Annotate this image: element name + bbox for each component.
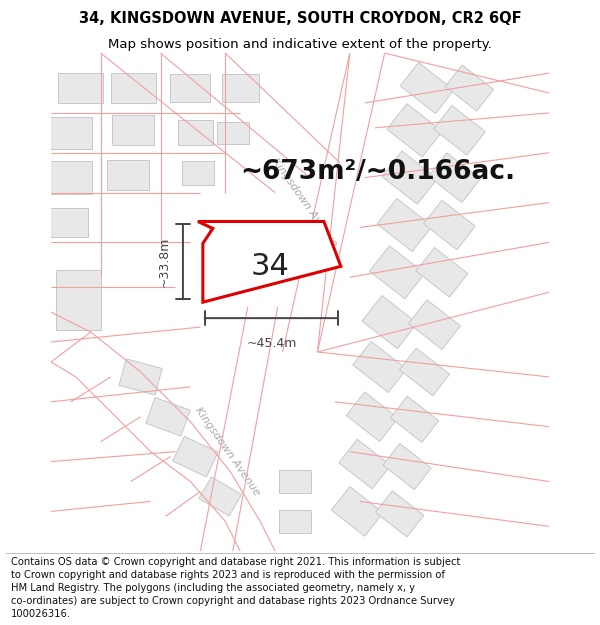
Polygon shape [376, 491, 424, 537]
Polygon shape [182, 161, 214, 184]
Polygon shape [400, 62, 454, 114]
Polygon shape [409, 300, 460, 349]
Text: Kingsdown Avenue: Kingsdown Avenue [193, 406, 262, 498]
Text: co-ordinates) are subject to Crown copyright and database rights 2023 Ordnance S: co-ordinates) are subject to Crown copyr… [11, 596, 455, 606]
Text: 34, KINGSDOWN AVENUE, SOUTH CROYDON, CR2 6QF: 34, KINGSDOWN AVENUE, SOUTH CROYDON, CR2… [79, 11, 521, 26]
Polygon shape [383, 444, 431, 489]
Text: Kingsdown Avenue: Kingsdown Avenue [269, 156, 338, 249]
Polygon shape [346, 392, 398, 442]
Polygon shape [279, 470, 311, 492]
Polygon shape [178, 121, 213, 145]
Text: ~33.8m: ~33.8m [157, 237, 170, 287]
Polygon shape [387, 104, 442, 157]
Polygon shape [119, 359, 162, 395]
Polygon shape [221, 74, 259, 102]
Text: 100026316.: 100026316. [11, 609, 71, 619]
Polygon shape [50, 161, 92, 194]
Text: ~673m²/~0.166ac.: ~673m²/~0.166ac. [240, 159, 515, 184]
Polygon shape [382, 151, 437, 204]
Polygon shape [428, 153, 481, 202]
Polygon shape [217, 122, 249, 144]
Polygon shape [111, 73, 155, 103]
Polygon shape [391, 396, 439, 442]
Polygon shape [370, 246, 425, 299]
Polygon shape [416, 248, 468, 297]
Text: Contains OS data © Crown copyright and database right 2021. This information is : Contains OS data © Crown copyright and d… [11, 557, 460, 567]
Polygon shape [331, 487, 383, 536]
Polygon shape [56, 270, 101, 329]
Polygon shape [199, 477, 242, 516]
Text: 34: 34 [251, 252, 290, 281]
Polygon shape [377, 198, 432, 251]
Polygon shape [170, 74, 211, 102]
Polygon shape [58, 73, 103, 103]
Polygon shape [112, 116, 154, 145]
Polygon shape [339, 439, 391, 489]
Polygon shape [50, 117, 92, 149]
Polygon shape [198, 221, 341, 302]
Text: Map shows position and indicative extent of the property.: Map shows position and indicative extent… [108, 38, 492, 51]
Polygon shape [173, 436, 218, 477]
Polygon shape [146, 398, 190, 436]
Polygon shape [424, 200, 475, 250]
Text: ~45.4m: ~45.4m [246, 337, 296, 350]
Polygon shape [362, 296, 417, 349]
Text: to Crown copyright and database rights 2023 and is reproduced with the permissio: to Crown copyright and database rights 2… [11, 570, 445, 580]
Polygon shape [209, 226, 236, 249]
Polygon shape [434, 106, 485, 155]
Polygon shape [353, 341, 407, 392]
Polygon shape [107, 160, 149, 190]
Polygon shape [400, 348, 449, 396]
Polygon shape [49, 208, 88, 238]
Polygon shape [445, 65, 493, 111]
Text: HM Land Registry. The polygons (including the associated geometry, namely x, y: HM Land Registry. The polygons (includin… [11, 583, 415, 593]
Polygon shape [279, 510, 311, 532]
